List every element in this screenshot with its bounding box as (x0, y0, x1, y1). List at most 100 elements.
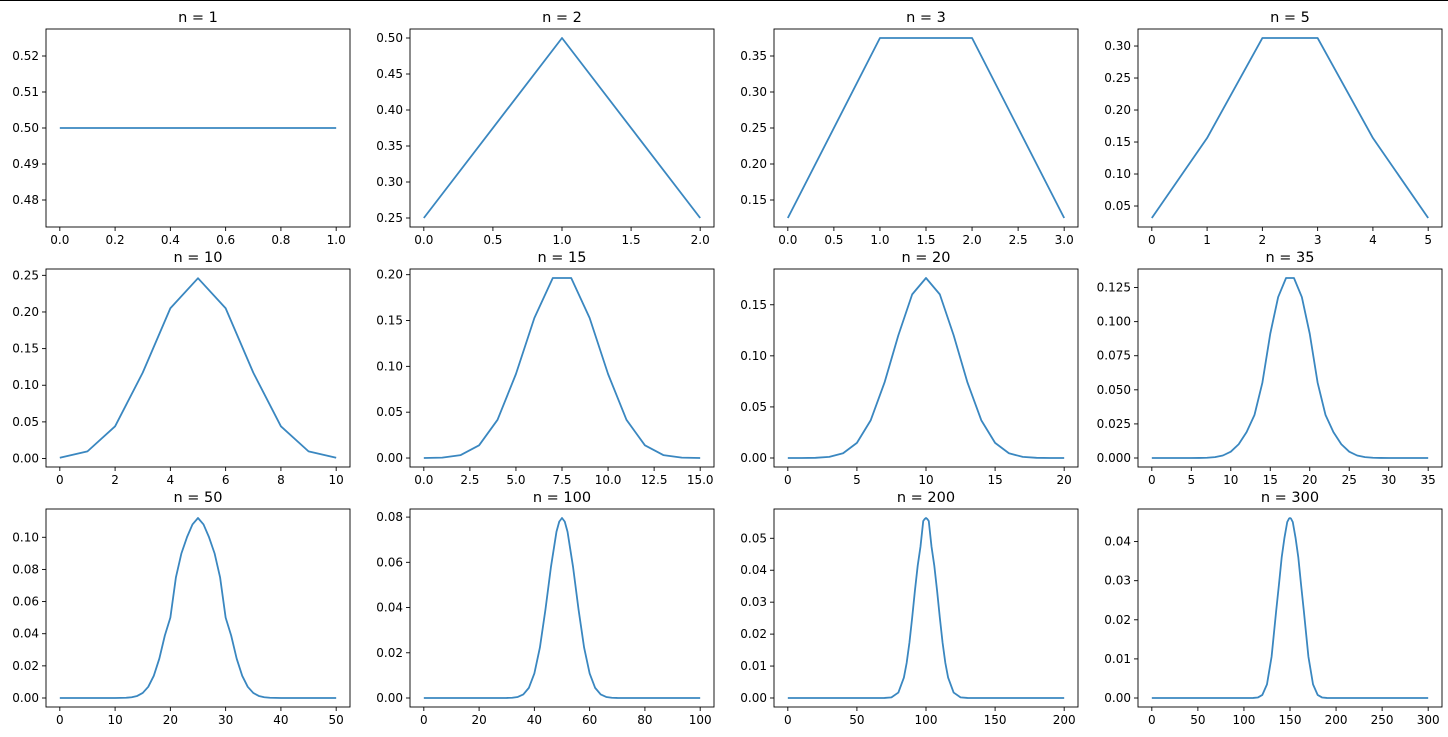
subplot-12: 0 50 100 150 200 250 300 0.00 0.01 0.02 0.03 0.04 n … (1104, 490, 1443, 727)
y-tick-label: 0.05 (1104, 199, 1131, 213)
subplot-title: n = 20 (901, 250, 950, 266)
y-tick-label: 0.03 (740, 595, 767, 609)
x-tick-label: 7.5 (552, 473, 571, 487)
x-tick-label: 5 (1424, 233, 1432, 247)
subplot-title: n = 1 (178, 10, 218, 26)
subplot-9: 0 10 20 30 40 50 0.00 0.02 0.04 0.06 0.08 0.10 n = 5… (12, 490, 351, 727)
x-tick-label: 10.0 (595, 473, 622, 487)
x-tick-label: 1 (1203, 233, 1211, 247)
subplot-title: n = 100 (533, 490, 591, 506)
x-tick-label: 15 (1263, 473, 1278, 487)
x-tick-label: 0 (420, 713, 428, 727)
series-line (787, 517, 1065, 699)
y-tick-label: 0.50 (376, 31, 403, 45)
top-border-line (0, 0, 1448, 1)
x-tick-label: 200 (1053, 713, 1076, 727)
series-line (59, 517, 337, 699)
y-tick-label: 0.00 (12, 452, 39, 466)
y-tick-label: 0.03 (1104, 574, 1131, 588)
series-line (59, 277, 337, 459)
x-tick-label: 100 (1232, 713, 1255, 727)
y-tick-label: 0.50 (12, 121, 39, 135)
x-tick-label: 40 (527, 713, 542, 727)
y-tick-label: 0.025 (1097, 417, 1131, 431)
subplot-4: 0 1 2 3 4 5 0.05 0.10 0.15 0.20 0.25 0.30 n = 5 (1104, 10, 1443, 247)
plot-frame (45, 268, 351, 468)
x-tick-label: 150 (984, 713, 1007, 727)
x-tick-label: 0 (1148, 233, 1156, 247)
subplot-title: n = 200 (897, 490, 955, 506)
plot-frame (45, 28, 351, 228)
y-tick-label: 0.48 (12, 193, 39, 207)
plot-frame (409, 508, 715, 708)
y-tick-label: 0.15 (1104, 135, 1131, 149)
series-line (787, 277, 1065, 459)
x-tick-label: 3 (1314, 233, 1322, 247)
y-tick-label: 0.15 (376, 314, 403, 328)
plot-frame (773, 28, 1079, 228)
series-line (1151, 517, 1429, 699)
x-tick-label: 20 (1302, 473, 1317, 487)
x-tick-label: 1.5 (622, 233, 641, 247)
x-tick-label: 300 (1417, 713, 1440, 727)
subplot-10: 0 20 40 60 80 100 0.00 0.02 0.04 0.06 0.08 n = 100 (376, 490, 715, 727)
y-tick-label: 0.30 (740, 85, 767, 99)
y-tick-label: 0.25 (1104, 71, 1131, 85)
plot-frame (1137, 508, 1443, 708)
series-line (787, 37, 1065, 219)
y-tick-label: 0.25 (12, 268, 39, 282)
y-tick-label: 0.02 (740, 627, 767, 641)
x-tick-label: 1.0 (870, 233, 889, 247)
y-tick-label: 0.050 (1097, 383, 1131, 397)
y-tick-label: 0.04 (740, 563, 767, 577)
y-tick-label: 0.35 (740, 49, 767, 63)
x-tick-label: 10 (918, 473, 933, 487)
x-tick-label: 0 (56, 473, 64, 487)
x-tick-label: 200 (1325, 713, 1348, 727)
x-tick-label: 10 (329, 473, 344, 487)
y-tick-label: 0.52 (12, 49, 39, 63)
y-tick-label: 0.10 (1104, 167, 1131, 181)
y-tick-label: 0.01 (740, 659, 767, 673)
x-tick-label: 100 (689, 713, 712, 727)
subplot-title: n = 50 (173, 490, 222, 506)
x-tick-label: 2.0 (963, 233, 982, 247)
x-tick-label: 2.5 (1009, 233, 1028, 247)
x-tick-label: 3.0 (1055, 233, 1074, 247)
y-tick-label: 0.49 (12, 157, 39, 171)
y-tick-label: 0.10 (740, 349, 767, 363)
y-tick-label: 0.51 (12, 85, 39, 99)
y-tick-label: 0.06 (376, 555, 403, 569)
subplot-title: n = 15 (537, 250, 586, 266)
y-tick-label: 0.35 (376, 139, 403, 153)
x-tick-label: 4 (1369, 233, 1377, 247)
x-tick-label: 20 (163, 713, 178, 727)
y-tick-label: 0.25 (740, 121, 767, 135)
y-tick-label: 0.00 (376, 451, 403, 465)
y-tick-label: 0.00 (12, 691, 39, 705)
y-tick-label: 0.05 (12, 415, 39, 429)
x-tick-label: 100 (915, 713, 938, 727)
x-tick-label: 8 (277, 473, 285, 487)
x-tick-label: 4 (167, 473, 175, 487)
y-tick-label: 0.08 (376, 510, 403, 524)
subplot-title: n = 3 (906, 10, 946, 26)
subplot-5: 0 2 4 6 8 10 0.00 0.05 0.10 0.15 0.20 0.25 n = 10 (12, 250, 351, 487)
x-tick-label: 150 (1279, 713, 1302, 727)
y-tick-label: 0.04 (1104, 535, 1131, 549)
x-tick-label: 2 (1259, 233, 1267, 247)
series-line (423, 277, 701, 459)
plot-frame (773, 508, 1079, 708)
plot-frame (1137, 268, 1443, 468)
x-tick-label: 1.5 (916, 233, 935, 247)
x-tick-label: 250 (1371, 713, 1394, 727)
x-tick-label: 20 (471, 713, 486, 727)
x-tick-label: 50 (329, 713, 344, 727)
x-tick-label: 30 (1381, 473, 1396, 487)
y-tick-label: 0.02 (376, 646, 403, 660)
x-tick-label: 20 (1057, 473, 1072, 487)
x-tick-label: 6 (222, 473, 230, 487)
y-tick-label: 0.08 (12, 562, 39, 576)
series-line (1151, 37, 1429, 219)
y-tick-label: 0.20 (376, 268, 403, 282)
